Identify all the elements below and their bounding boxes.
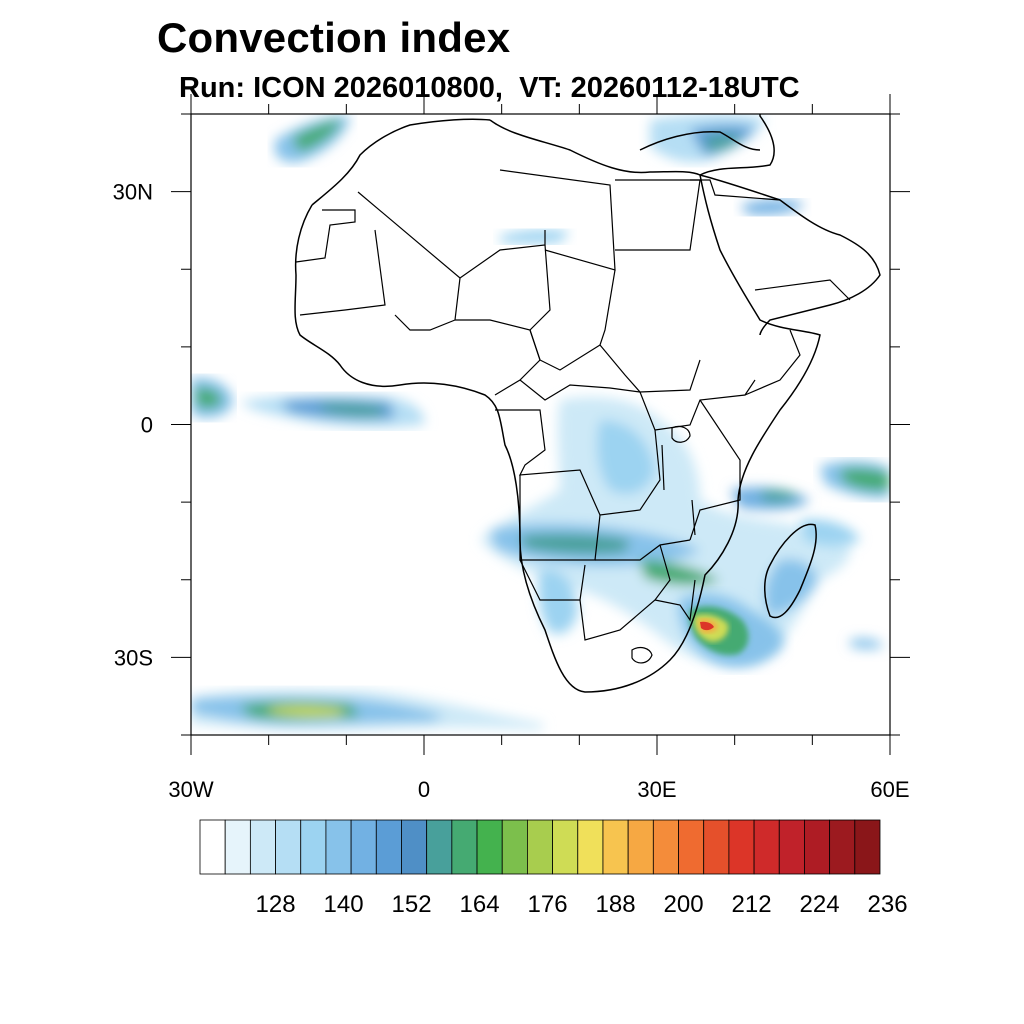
colorbar-swatch [627,819,654,875]
colorbar-swatch [678,819,705,875]
madagascar [764,523,817,619]
lon-label: 60E [870,777,909,802]
colorbar-swatch [728,819,755,875]
arabia-coast [699,174,881,336]
colorbar-swatch [375,819,402,875]
border-zambia [595,539,691,561]
colorbar-label: 212 [732,891,772,918]
colorbar-swatch [854,819,881,875]
border-sudan [599,269,701,393]
colorbar-swatch [703,819,730,875]
border-car [519,379,641,401]
africa-coastline [294,114,821,693]
colorbar-label: 236 [868,891,908,918]
border-niger [394,277,461,331]
colorbar-label: 164 [460,891,500,918]
axis-ticks [171,94,910,755]
colorbar-swatch [350,819,377,875]
colorbar-swatch [451,819,478,875]
lat-label: 30N [113,180,153,205]
axis-labels: 30N 0 30S 30W 0 30E 60E [113,180,910,802]
colorbar-label: 188 [596,891,636,918]
page-title: Convection index [157,14,511,61]
convection-field [191,114,890,731]
lakes [661,425,696,536]
coastlines [294,114,881,693]
colorbar-swatch [426,819,453,875]
field-sahara [500,229,570,244]
border-namibia [519,559,586,601]
colorbar-labels: 128 140 152 164 176 188 200 212 224 236 [256,891,908,918]
field-gulf-of-guinea [240,394,425,428]
border-horn [744,329,801,396]
border-drc [495,391,661,516]
border-angola [519,475,601,561]
colorbar-label: 128 [256,891,296,918]
border-egypt [615,179,701,251]
colorbar-swatch [476,819,503,875]
lon-label: 30E [637,777,676,802]
border-yemen [754,279,851,301]
page-subtitle: Run: ICON 2026010800, VT: 20260112-18UTC [179,72,800,104]
colorbar-swatch [501,819,528,875]
field-atlantic-west [191,377,233,418]
field-mozambique-intense [679,593,784,668]
field-arabia [740,199,805,215]
colorbar-swatch [829,819,856,875]
lake-victoria [671,425,691,443]
field-southern-africa [480,396,850,664]
turkey-coast [639,130,761,151]
border-botswana [579,544,671,641]
lake-malawi [691,499,696,536]
lon-label: 0 [418,777,430,802]
plot-area [191,114,890,735]
colorbar-swatch [527,819,553,875]
field-south-atlantic [191,689,545,731]
border-levant [690,179,781,201]
country-borders [295,169,851,664]
colorbar-swatch [778,819,805,875]
field-indian-ocean [820,460,890,499]
border-tanzania [689,399,741,541]
colorbar-swatch [577,819,604,875]
colorbar-swatch [753,819,780,875]
lat-label: 30S [114,645,153,670]
border-algeria-mali [357,191,546,279]
lake-tanganyika [661,444,665,491]
colorbar-swatch [249,819,276,875]
lat-label: 0 [141,413,153,438]
colorbar-swatch [300,819,327,875]
north-africa-coast [311,118,491,206]
colorbar-swatch [652,819,679,875]
colorbar-swatch [275,819,302,875]
colorbar-label: 176 [528,891,568,918]
colorbar-label: 200 [664,891,704,918]
border-morocco [295,209,356,263]
colorbar-swatch [804,819,831,875]
field-med-west [275,115,350,163]
colorbar-label: 152 [392,891,432,918]
lesotho [631,646,653,664]
colorbar-swatch [199,819,226,875]
border-mauritania [299,229,386,316]
border-mozambique [654,579,696,622]
colorbar-swatch [224,819,251,875]
colorbar-swatch [401,819,428,875]
border-nigeria [455,319,541,396]
lon-label: 30W [168,777,213,802]
colorbar-swatch [602,819,629,875]
colorbar [199,819,881,875]
border-libya [499,169,616,271]
colorbar-swatch [552,819,579,875]
colorbar-label: 224 [800,891,840,918]
colorbar-swatch [325,819,352,875]
libya-egypt-coast [489,119,701,176]
colorbar-label: 140 [324,891,364,918]
